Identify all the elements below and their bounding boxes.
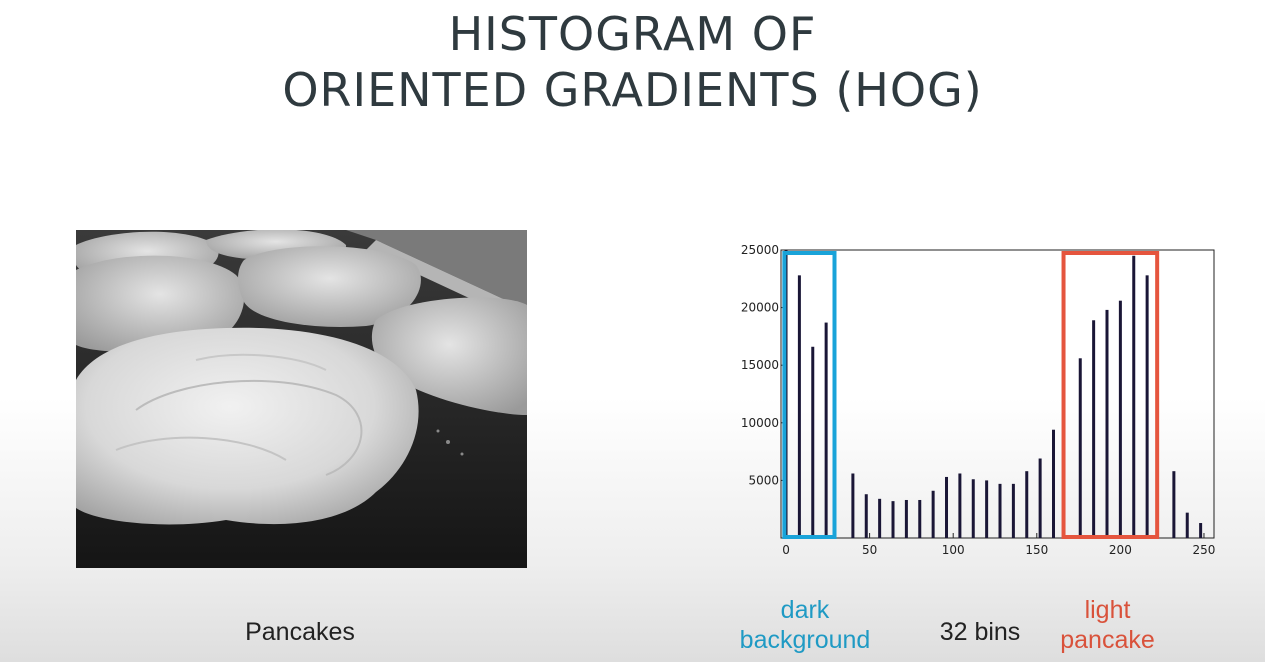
pancakes-photo (76, 230, 527, 568)
histogram-bar (904, 499, 908, 538)
light-label-line-1: light (1084, 596, 1131, 624)
histogram-bar (958, 473, 962, 538)
histogram-bar (1092, 320, 1096, 538)
y-tick-label: 15000 (741, 358, 779, 372)
histogram-bar (1172, 471, 1176, 538)
histogram-bar (1132, 255, 1136, 538)
histogram-chart: 0 50 100 150 200 250 5000 10000 15000 20000 25000 (741, 243, 1216, 557)
bins-caption: 32 bins (939, 618, 1021, 646)
histogram-bar (998, 483, 1002, 538)
histogram-bar (1038, 458, 1042, 538)
x-tick-label: 200 (1109, 543, 1132, 557)
slide-title: HISTOGRAM OF ORIENTED GRADIENTS (HOG) (0, 6, 1265, 118)
light-pancake-highlight-box (1061, 251, 1160, 539)
y-tick-label: 20000 (741, 301, 779, 315)
title-line-2: ORIENTED GRADIENTS (HOG) (282, 63, 983, 117)
histogram-bar (1052, 429, 1056, 538)
histogram-bar (918, 499, 922, 538)
histogram-bar (971, 479, 975, 538)
light-label-line-2: pancake (1060, 626, 1155, 654)
histogram-bar (811, 346, 815, 538)
histogram-bar (797, 275, 801, 538)
x-tick-label: 150 (1025, 543, 1048, 557)
histogram-bar (945, 476, 949, 538)
histogram-bar (1025, 471, 1029, 538)
histogram-bar (1199, 523, 1203, 538)
histogram-bar (878, 498, 882, 538)
histogram-bar (1118, 300, 1122, 538)
dark-label-line-1: dark (780, 596, 830, 624)
histogram-bar (891, 501, 895, 538)
x-tick-label: 100 (942, 543, 965, 557)
histogram-bar (824, 322, 828, 538)
histogram-bar (864, 494, 868, 538)
histogram-bar (851, 473, 855, 538)
histogram-bar (1145, 275, 1149, 538)
title-line-1: HISTOGRAM OF (448, 7, 817, 61)
x-tick-label: 50 (862, 543, 877, 557)
histogram-bar (985, 480, 989, 538)
y-tick-label: 5000 (748, 473, 779, 487)
dark-label-line-2: background (739, 626, 871, 654)
histogram-bar (931, 490, 935, 538)
light-pancake-label: light pancake (1030, 595, 1185, 655)
y-tick-label: 25000 (741, 243, 779, 257)
photo-caption: Pancakes (245, 618, 355, 646)
axes-frame (780, 249, 1215, 539)
histogram-bar (1011, 483, 1015, 538)
x-tick-label: 0 (782, 543, 790, 557)
dark-background-highlight-box (782, 251, 837, 539)
dark-background-label: dark background (715, 595, 895, 655)
histogram-bar (1185, 512, 1189, 538)
histogram-bar (1105, 309, 1109, 538)
x-tick-label: 250 (1193, 543, 1216, 557)
histogram-bar (1078, 358, 1082, 538)
y-tick-label: 10000 (741, 416, 779, 430)
